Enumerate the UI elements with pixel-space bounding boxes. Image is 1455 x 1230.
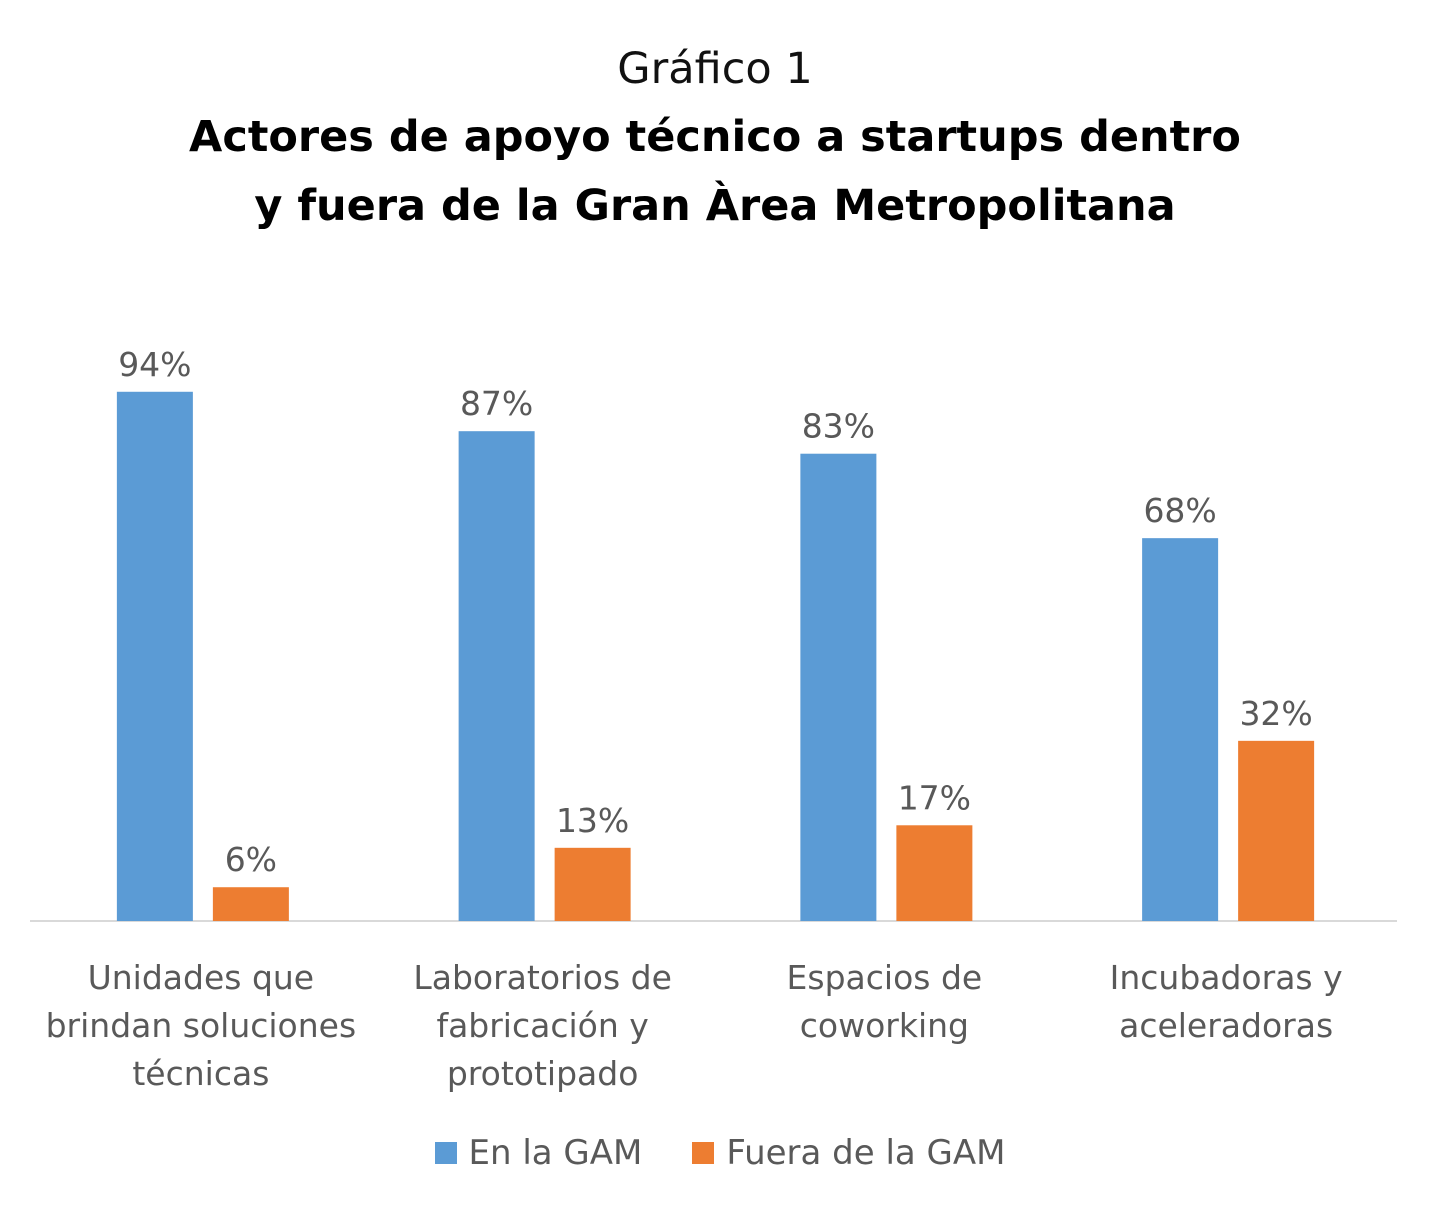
- legend-item-fuera-de-la-gam: Fuera de la GAM: [692, 1133, 1006, 1173]
- category-label-2-line-1: coworking: [800, 1006, 969, 1045]
- category-label-1-line-1: fabricación y: [436, 1006, 648, 1045]
- legend-swatch-fuera-de-la-gam: [692, 1142, 715, 1164]
- legend-swatch-en-la-gam: [434, 1142, 457, 1164]
- bar-en-la-gam-1: [458, 431, 535, 921]
- bar-fuera-de-la-gam-0: [212, 887, 289, 921]
- category-label-2-line-0: Espacios de: [787, 958, 983, 997]
- data-label-en-la-gam-2: 83%: [802, 407, 875, 446]
- bar-fuera-de-la-gam-2: [896, 825, 973, 921]
- legend-item-en-la-gam: En la GAM: [434, 1133, 643, 1173]
- data-label-en-la-gam-1: 87%: [460, 384, 533, 423]
- data-label-en-la-gam-0: 94%: [118, 345, 191, 384]
- data-label-fuera-de-la-gam-0: 6%: [225, 840, 277, 879]
- bar-en-la-gam-3: [1142, 538, 1219, 921]
- chart-legend: En la GAM Fuera de la GAM: [0, 1133, 1440, 1173]
- category-label-3-line-1: aceleradoras: [1119, 1006, 1333, 1045]
- chart-supertitle: Gráfico 1: [617, 44, 813, 94]
- legend-label-en-la-gam: En la GAM: [468, 1133, 643, 1173]
- bar-fuera-de-la-gam-1: [554, 847, 631, 921]
- bar-fuera-de-la-gam-3: [1238, 740, 1315, 921]
- bar-en-la-gam-2: [800, 453, 877, 921]
- data-label-fuera-de-la-gam-1: 13%: [556, 801, 629, 840]
- legend-label-fuera-de-la-gam: Fuera de la GAM: [726, 1133, 1006, 1173]
- bar-en-la-gam-0: [116, 391, 193, 921]
- category-label-1-line-2: prototipado: [447, 1054, 639, 1093]
- category-label-3-line-0: Incubadoras y: [1110, 958, 1343, 997]
- chart-title-line-2: y fuera de la Gran Àrea Metropolitana: [254, 181, 1176, 231]
- data-label-fuera-de-la-gam-3: 32%: [1239, 694, 1312, 733]
- data-label-fuera-de-la-gam-2: 17%: [898, 778, 971, 817]
- category-label-0-line-0: Unidades que: [88, 958, 315, 997]
- category-label-0-line-1: brindan soluciones: [46, 1006, 357, 1045]
- category-label-1-line-0: Laboratorios de: [413, 958, 672, 997]
- category-label-0-line-2: técnicas: [132, 1054, 269, 1093]
- chart-title-line-1: Actores de apoyo técnico a startups dent…: [189, 112, 1241, 162]
- data-label-en-la-gam-3: 68%: [1143, 491, 1216, 530]
